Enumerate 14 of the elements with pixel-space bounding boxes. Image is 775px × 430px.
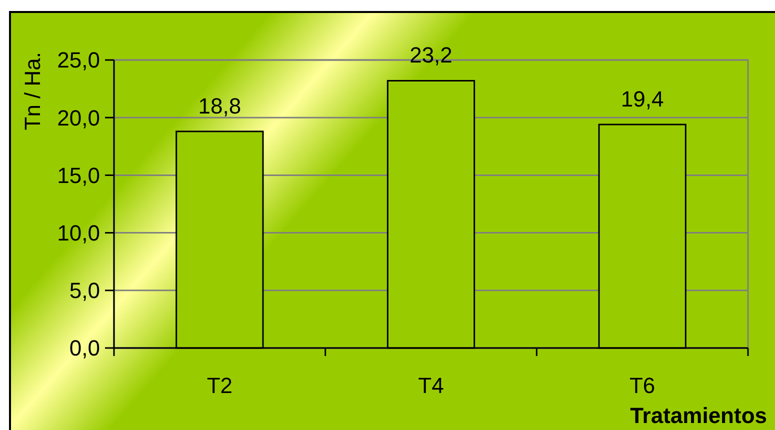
y-axis-title: Tn / Ha. xyxy=(20,52,45,130)
y-tick-label: 25,0 xyxy=(57,48,100,73)
y-tick-label: 0,0 xyxy=(69,336,100,361)
x-tick-label: T6 xyxy=(629,373,656,398)
data-label: 23,2 xyxy=(410,42,452,68)
x-axis-title: Tratamientos xyxy=(630,403,767,428)
x-tick-label: T2 xyxy=(206,373,233,398)
y-tick-label: 10,0 xyxy=(57,220,100,246)
data-label: 18,8 xyxy=(198,93,242,118)
data-label: 19,4 xyxy=(620,86,664,112)
y-tick-label: 15,0 xyxy=(57,162,100,188)
y-tick-label: 5,0 xyxy=(69,278,100,304)
y-tick-label: 20,0 xyxy=(57,105,100,130)
x-tick-label: T4 xyxy=(418,373,444,398)
